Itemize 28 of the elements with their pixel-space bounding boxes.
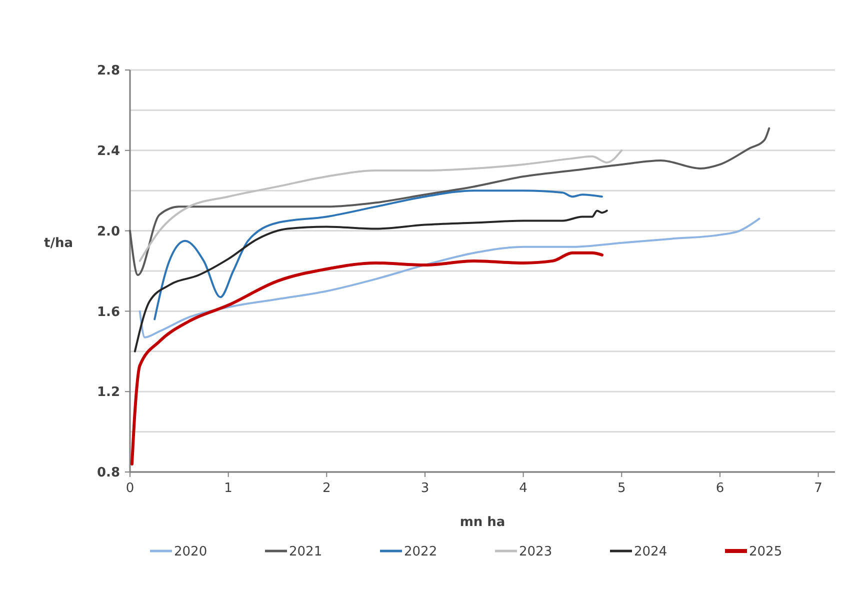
x-tick-label: 3 bbox=[420, 481, 430, 496]
line-series bbox=[129, 127, 770, 276]
x-tick-label: 4 bbox=[519, 481, 528, 496]
y-tick-label: 1.6 bbox=[96, 304, 120, 320]
legend-label: 2024 bbox=[634, 544, 668, 560]
legend-label: 2025 bbox=[749, 544, 782, 560]
line-series bbox=[138, 218, 760, 338]
line-series bbox=[134, 210, 608, 352]
x-tick-label: 2 bbox=[322, 481, 331, 496]
y-tick-label: 2.0 bbox=[96, 224, 120, 240]
x-tick-label: 0 bbox=[126, 481, 134, 496]
y-tick-label: 2.4 bbox=[96, 144, 120, 159]
y-tick-label: 1.2 bbox=[96, 385, 120, 400]
x-tick-label: 5 bbox=[617, 481, 626, 496]
line-series bbox=[130, 251, 604, 466]
y-axis-title: t/ha bbox=[44, 236, 73, 251]
legend-label: 2021 bbox=[289, 544, 322, 560]
y-tick-label: 0.8 bbox=[96, 466, 120, 481]
x-axis-title: mn ha bbox=[460, 515, 506, 530]
legend-label: 2023 bbox=[519, 544, 552, 560]
legend-label: 2022 bbox=[404, 544, 438, 560]
line-series bbox=[138, 149, 623, 262]
x-tick-label: 7 bbox=[814, 481, 822, 496]
legend-label: 2020 bbox=[174, 544, 208, 560]
x-tick-label: 6 bbox=[716, 481, 724, 496]
x-tick-label: 1 bbox=[224, 481, 232, 496]
y-tick-label: 2.8 bbox=[96, 64, 120, 79]
line-series bbox=[154, 190, 603, 320]
